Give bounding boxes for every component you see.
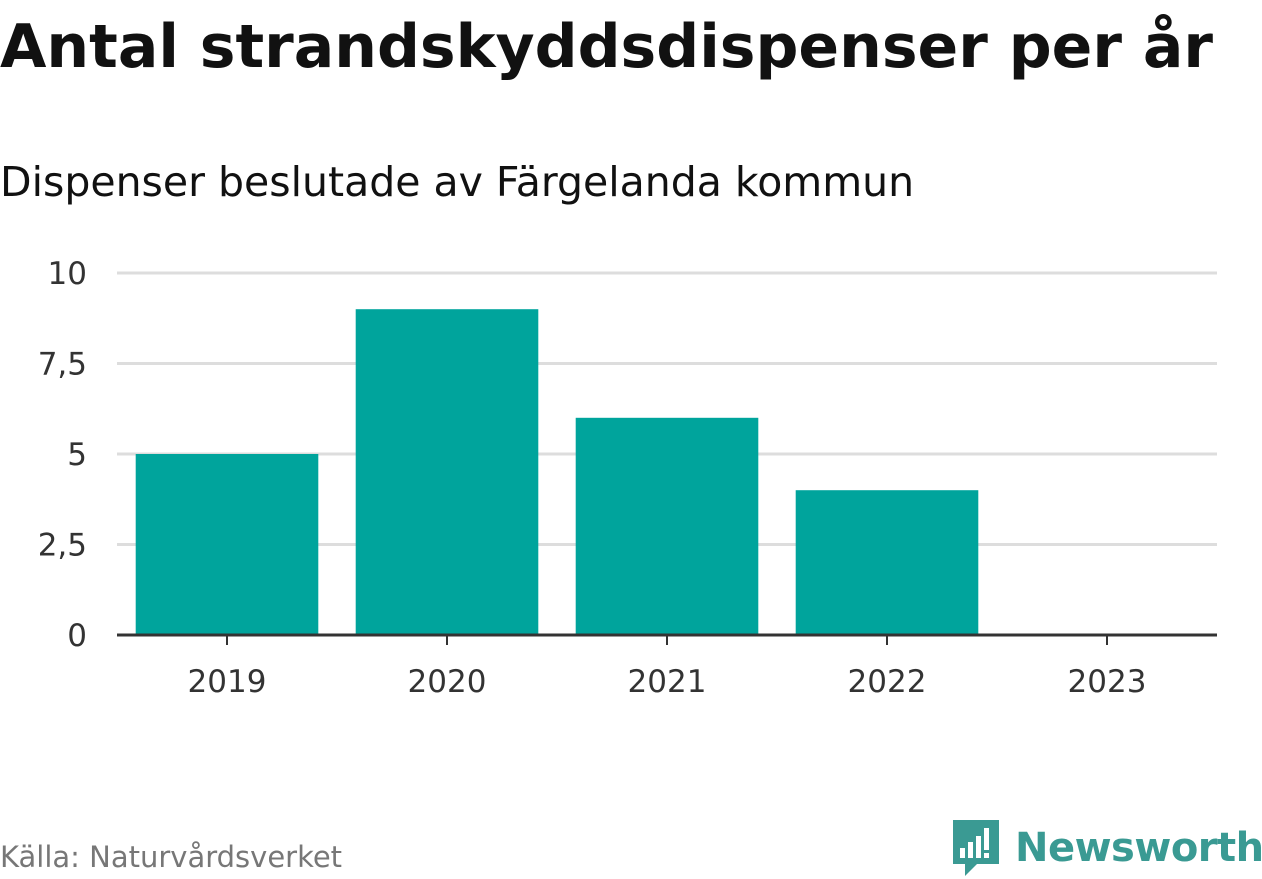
x-tick-label: 2019	[188, 664, 267, 700]
y-tick-label: 0	[67, 618, 87, 654]
x-tick-label: 2021	[628, 664, 707, 700]
brand-name: Newsworthy	[1015, 825, 1262, 871]
newsworthy-icon	[953, 820, 999, 876]
chart-title: Antal strandskyddsdispenser per år	[0, 12, 1213, 82]
bar-chart: 0 2,5 5 7,5 10 2019 2020 2021 2022 2023	[38, 256, 1217, 700]
y-tick-label: 5	[67, 437, 87, 473]
brand-logo: Newsworthy	[951, 818, 1262, 878]
y-tick-label: 10	[48, 256, 87, 292]
x-tick-label: 2022	[848, 664, 927, 700]
x-tick-label: 2020	[408, 664, 487, 700]
bar-2020	[355, 309, 539, 635]
y-tick-label: 7,5	[38, 347, 87, 383]
x-tick-label: 2023	[1068, 664, 1147, 700]
bar-2019	[135, 454, 319, 635]
bar-2022	[795, 490, 979, 635]
chart-subtitle: Dispenser beslutade av Färgelanda kommun	[0, 158, 915, 206]
bar-2021	[575, 417, 759, 635]
source-note: Källa: Naturvårdsverket	[0, 840, 343, 874]
y-tick-label: 2,5	[38, 528, 87, 564]
